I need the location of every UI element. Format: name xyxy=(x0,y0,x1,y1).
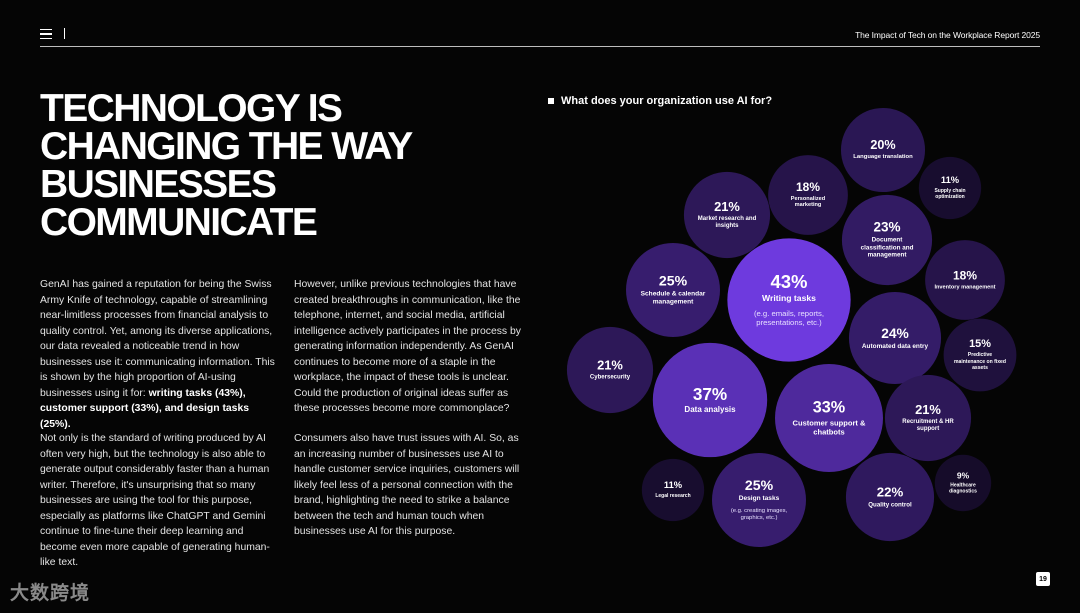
bubble xyxy=(626,243,720,337)
bubble xyxy=(775,364,883,472)
bubble xyxy=(566,326,654,414)
bubble-value: 24% xyxy=(881,324,909,341)
bubble-label: 11% Supply chain optimization xyxy=(926,175,974,200)
bubble-label: 43% Writing tasks (e.g. emails, reports, p… xyxy=(741,272,837,328)
paragraph-text: GenAI has gained a reputation for being … xyxy=(40,279,275,399)
bubble-category: Market research and insights xyxy=(697,215,757,229)
bubble xyxy=(884,374,972,462)
bubble xyxy=(845,452,935,542)
bubble-label: 18% Personalized marketing xyxy=(777,181,839,209)
bubble-label: 33% Customer support & chatbots xyxy=(787,398,871,437)
bubble-value: 9% xyxy=(956,470,970,481)
menu-button[interactable] xyxy=(40,29,52,39)
bubble-category: Recruitment & HR support xyxy=(902,418,954,432)
bubble-category: Automated data entry xyxy=(861,342,929,350)
bubble xyxy=(727,238,851,362)
header-rule xyxy=(40,46,1040,47)
bubble-label: 11% Legal research xyxy=(649,480,697,499)
bubble-category: Design tasks xyxy=(738,494,780,502)
bubble xyxy=(841,194,933,286)
bubble-label: 24% Automated data entry xyxy=(859,326,930,350)
bubble-category: Healthcare diagnostics xyxy=(949,482,977,495)
bubble-category: Predictive maintenance on fixed assets xyxy=(954,352,1006,371)
paragraph-emphasis: writing tasks (43%), customer support (3… xyxy=(40,387,250,430)
bubble-category: Personalized marketing xyxy=(790,195,826,209)
paragraph: GenAI has gained a reputation for being … xyxy=(40,277,278,432)
bubble-value: 23% xyxy=(873,219,901,235)
bubble-value: 11% xyxy=(940,175,960,186)
bubble-label: 22% Quality control xyxy=(856,485,924,508)
bubble-value: 43% xyxy=(770,271,808,292)
bubble xyxy=(943,318,1017,392)
bubble-label: 25% Design tasks (e.g. creating images, gr… xyxy=(723,478,796,522)
page-number: 19 xyxy=(1036,572,1050,586)
bubble-value: 21% xyxy=(915,401,941,417)
bubble-value: 21% xyxy=(597,357,623,373)
bubble-category: Language translation xyxy=(853,154,913,161)
paragraph: However, unlike previous technologies th… xyxy=(294,279,521,414)
bubble-category: Quality control xyxy=(868,501,912,509)
separator xyxy=(64,28,65,39)
bubble-value: 33% xyxy=(812,398,846,417)
bubble-note: (e.g. emails, reports, presentations, et… xyxy=(753,308,825,328)
bubble-value: 22% xyxy=(876,484,904,500)
bubble-value: 15% xyxy=(969,338,991,351)
bubble-category: Cybersecurity xyxy=(589,374,631,381)
chart-title: What does your organization use AI for? xyxy=(548,95,772,107)
bubble-value: 21% xyxy=(714,198,740,214)
bubble xyxy=(934,454,992,512)
headline: TECHNOLOGY IS CHANGING THE WAY BUSINESSE… xyxy=(40,87,413,244)
bubble-label: 21% Market research and insights xyxy=(694,200,761,230)
bubble-value: 37% xyxy=(692,384,728,405)
bubble-label: 9% Healthcare diagnostics xyxy=(941,470,985,495)
bubble-label: 20% Language translation xyxy=(850,137,915,161)
bubble-label: 15% Predictive maintenance on fixed asset… xyxy=(952,338,1008,371)
bubble xyxy=(840,107,926,193)
bubble-category: Data analysis xyxy=(684,405,736,415)
bubble-value: 18% xyxy=(953,268,977,283)
bubble-category: Customer support & chatbots xyxy=(792,418,866,437)
bubble-category: Inventory management xyxy=(934,283,996,290)
bubble-value: 25% xyxy=(744,476,774,493)
bubble xyxy=(768,155,848,235)
bubble-label: 25% Schedule & calendar management xyxy=(637,272,710,307)
bubble-category: Schedule & calendar management xyxy=(640,290,706,306)
report-title: The Impact of Tech on the Workplace Repo… xyxy=(855,30,1040,40)
bubble-value: 25% xyxy=(658,272,688,289)
bubble-label: 18% Inventory management xyxy=(934,269,996,290)
bubble-value: 20% xyxy=(870,137,896,152)
bubble-category: Writing tasks xyxy=(762,293,816,304)
bubble-value: 18% xyxy=(796,180,820,195)
bubble xyxy=(683,171,771,259)
bubble-label: 21% Recruitment & HR support xyxy=(895,403,962,433)
bubble xyxy=(918,156,982,220)
bubble xyxy=(712,453,806,547)
watermark: 大数跨境 xyxy=(10,583,91,604)
bubble-note: (e.g. creating images, graphics, etc.) xyxy=(730,507,788,521)
bubble-value: 11% xyxy=(663,480,683,491)
bubble-label: 21% Cybersecurity xyxy=(577,359,644,382)
bubble xyxy=(848,291,942,385)
chart-title-text: What does your organization use AI for? xyxy=(561,95,773,107)
bubble xyxy=(925,240,1005,320)
bubble-label: 37% Data analysis xyxy=(666,385,755,415)
bubble xyxy=(652,342,768,458)
bubble-category: Supply chain optimization xyxy=(934,187,966,200)
bubble-category: Legal research xyxy=(655,492,691,499)
bullet xyxy=(548,98,554,104)
paragraph: Not only is the standard of writing prod… xyxy=(40,433,270,568)
bubble xyxy=(641,458,705,522)
paragraph: Consumers also have trust issues with AI… xyxy=(294,433,520,537)
bubble-category: Document classification and management xyxy=(860,236,914,259)
bubble-label: 23% Document classification and managemen… xyxy=(852,219,922,260)
